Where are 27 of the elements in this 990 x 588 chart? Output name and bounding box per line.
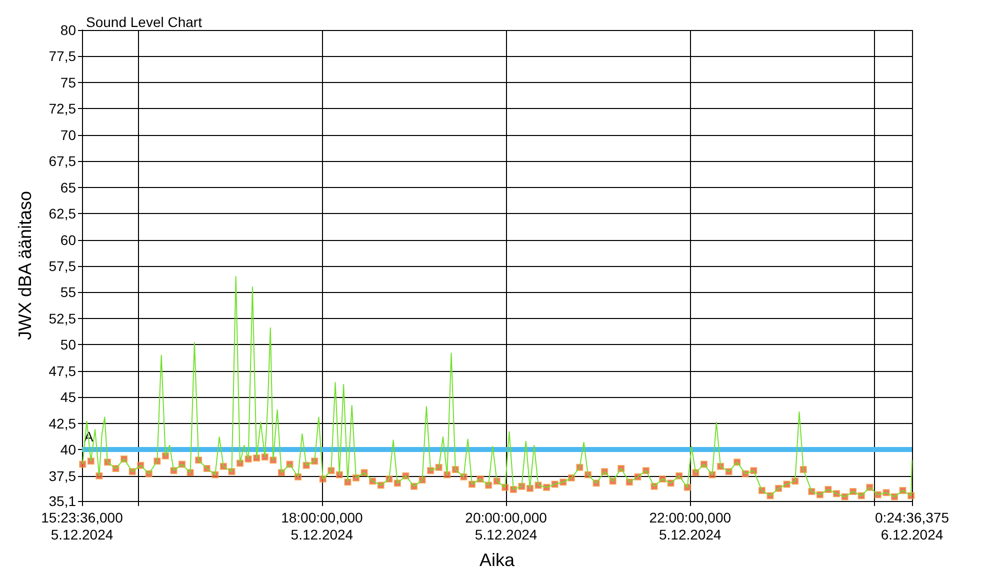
y-tick-label: 60	[60, 232, 76, 248]
y-tick-label: 70	[60, 126, 76, 143]
x-tick-label: 15:23:36,000 5.12.2024	[41, 510, 124, 542]
x-tick-label: 20:00:00,000 5.12.2024	[465, 510, 548, 542]
y-tick-label: 80	[60, 22, 76, 38]
y-tick-label: 47,5	[48, 362, 76, 379]
x-tick-label: 18:00:00,000 5.12.2024	[281, 510, 364, 542]
y-tick-label: 62,5	[48, 206, 76, 222]
y-tick-label: 40	[60, 442, 76, 458]
y-tick-label: 50	[60, 336, 76, 353]
y-tick-label: 75	[60, 74, 76, 90]
y-tick-label: 57,5	[48, 258, 76, 274]
y-tick-label: 67,5	[48, 153, 76, 170]
y-tick-label: 77,5	[48, 48, 76, 64]
y-tick-label: 65	[60, 179, 76, 196]
chart-title: Sound Level Chart	[86, 14, 202, 30]
y-tick-label: 72,5	[48, 100, 76, 117]
y-tick-label: 45	[60, 389, 76, 406]
y-tick-label: 42,5	[48, 415, 76, 432]
y-tick-label: 55	[60, 284, 76, 300]
y-axis-title: JWX dBA äänitaso	[15, 190, 35, 340]
x-tick-label: 0:24:36,375 6.12.2024	[875, 510, 950, 542]
x-axis-title: Aika	[479, 550, 516, 570]
y-tick-label: 37,5	[48, 468, 76, 484]
x-tick-label: 22:00:00,000 5.12.2024	[649, 510, 732, 542]
y-tick-label: 52,5	[48, 310, 76, 326]
y-tick-label: 35,1	[48, 493, 76, 509]
